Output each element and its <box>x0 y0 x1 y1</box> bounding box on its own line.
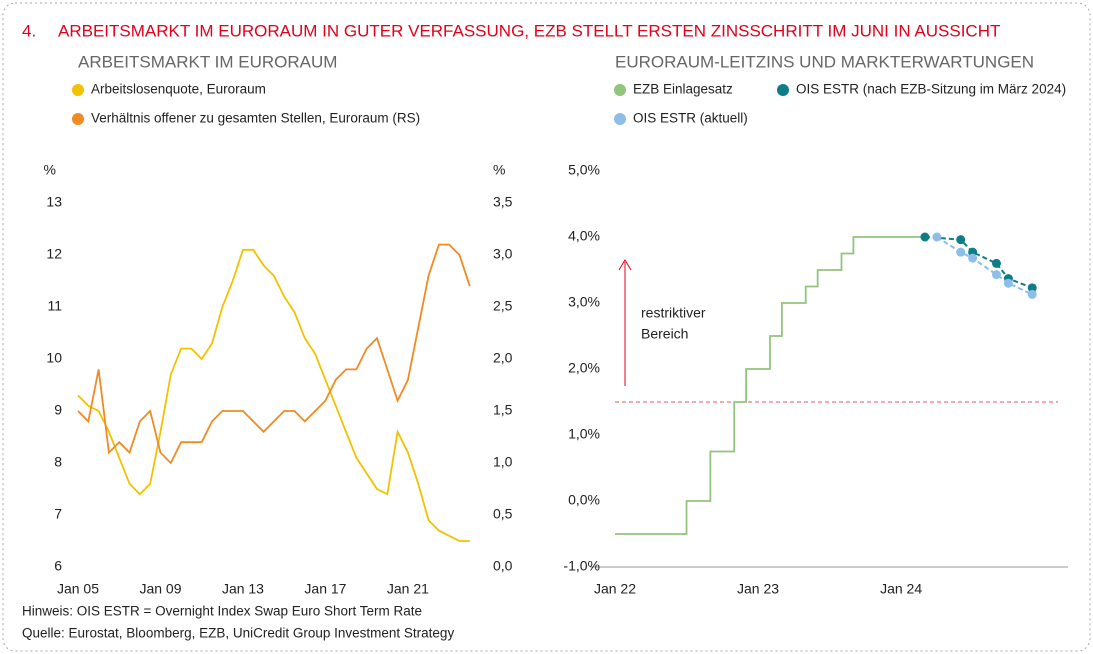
legend-marker <box>614 113 626 125</box>
y2-tick-label: 1,0 <box>493 454 513 470</box>
legend-marker <box>72 84 84 96</box>
data-point <box>1003 278 1013 288</box>
legend-label: Arbeitslosenquote, Euroraum <box>91 82 266 97</box>
y-tick-label: 11 <box>47 298 62 314</box>
series-line <box>936 236 1033 296</box>
y-tick-label: -1,0% <box>563 558 600 574</box>
y2-tick-label: 0,0 <box>493 558 513 574</box>
annotation: restriktiver <box>641 305 706 321</box>
chart-title: ARBEITSMARKT IM EURORAUM <box>78 52 337 71</box>
legend-marker <box>72 113 84 125</box>
y-tick-label: 6 <box>54 558 62 574</box>
x-tick-label: Jan 23 <box>737 581 779 597</box>
data-point <box>991 270 1001 280</box>
y2-tick-label: 2,0 <box>493 350 513 366</box>
data-point <box>1027 289 1037 299</box>
x-tick-label: Jan 09 <box>139 581 181 597</box>
header-number: 4. <box>22 21 36 40</box>
arrow-head <box>618 259 632 271</box>
y2-tick-label: 1,5 <box>493 402 513 418</box>
x-tick-label: Jan 21 <box>387 581 429 597</box>
y-tick-label: 12 <box>46 246 62 262</box>
data-point <box>932 232 942 242</box>
data-point <box>956 235 966 245</box>
series-line <box>77 243 471 465</box>
y-tick-label: 10 <box>46 350 62 366</box>
y-tick-label: 13 <box>46 194 62 210</box>
series-line <box>924 236 1033 289</box>
series-line <box>615 236 925 535</box>
y2-tick-label: 3,5 <box>493 194 513 210</box>
data-point <box>991 258 1001 268</box>
x-tick-label: Jan 17 <box>304 581 346 597</box>
legend-label: Verhältnis offener zu gesamten Stellen, … <box>91 111 420 126</box>
series-line <box>77 248 470 542</box>
y-tick-label: 3,0% <box>568 294 600 310</box>
legend-marker <box>614 84 626 96</box>
y-tick-label: 1,0% <box>568 426 600 442</box>
legend-label: OIS ESTR (aktuell) <box>633 111 748 126</box>
footer-note: Hinweis: OIS ESTR = Overnight Index Swap… <box>22 604 422 619</box>
x-tick-label: Jan 05 <box>57 581 99 597</box>
y2-tick-label: 3,0 <box>493 246 513 262</box>
y-tick-label: 4,0% <box>568 228 600 244</box>
y-tick-label: 5,0% <box>568 162 600 178</box>
y-tick-label: 0,0% <box>568 492 600 508</box>
y2-axis-label: % <box>493 162 505 178</box>
y2-tick-label: 0,5 <box>493 506 513 522</box>
y-tick-label: 7 <box>54 506 62 522</box>
y-tick-label: 8 <box>54 454 62 470</box>
y-axis-label: % <box>44 162 56 178</box>
legend-label: EZB Einlagesatz <box>633 82 733 97</box>
data-point <box>956 247 966 257</box>
y-tick-label: 9 <box>54 402 62 418</box>
legend-marker <box>777 84 789 96</box>
x-tick-label: Jan 13 <box>222 581 264 597</box>
y-tick-label: 2,0% <box>568 360 600 376</box>
data-point <box>1027 283 1037 293</box>
footer-source: Quelle: Eurostat, Bloomberg, EZB, UniCre… <box>22 626 454 641</box>
data-point <box>968 253 978 263</box>
chart-title: EURORAUM-LEITZINS UND MARKTERWARTUNGEN <box>615 52 1034 71</box>
annotation: Bereich <box>641 326 688 342</box>
legend-label: OIS ESTR (nach EZB-Sitzung im März 2024) <box>796 82 1066 97</box>
x-tick-label: Jan 22 <box>594 581 636 597</box>
data-point <box>920 232 930 242</box>
header-title: ARBEITSMARKT IM EURORAUM IN GUTER VERFAS… <box>58 21 1000 40</box>
x-tick-label: Jan 24 <box>880 581 922 597</box>
y2-tick-label: 2,5 <box>493 298 513 314</box>
